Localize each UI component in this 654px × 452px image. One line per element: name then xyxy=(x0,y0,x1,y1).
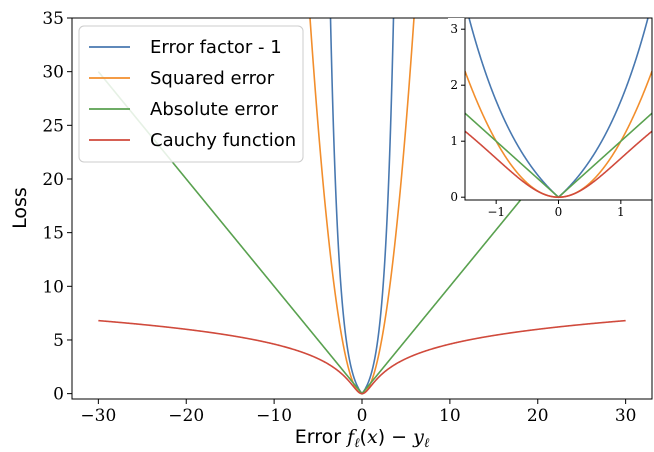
y-axis-label: Loss xyxy=(9,187,31,229)
inset-x-tick-label: 1 xyxy=(617,205,625,219)
main-cauchy-function-line xyxy=(98,319,626,395)
legend-label-absolute-error: Absolute error xyxy=(150,99,279,120)
main-x-tick-label: 20 xyxy=(527,406,549,426)
main-y-tick-label: 0 xyxy=(53,385,64,405)
inset-x-tick-label: −1 xyxy=(487,205,505,219)
main-y-tick-label: 20 xyxy=(42,170,64,190)
inset-x-tick-label: 0 xyxy=(555,205,563,219)
main-x-tick-label: −30 xyxy=(80,406,116,426)
main-y-tick-label: 5 xyxy=(53,331,64,351)
main-x-tick-label: 30 xyxy=(615,406,637,426)
inset-plot: −1 0 1 0 1 2 3 xyxy=(448,17,653,219)
main-y-tick-label: 10 xyxy=(42,277,64,297)
legend-label-squared-error: Squared error xyxy=(150,68,275,89)
inset-y-tick-label: 1 xyxy=(450,134,458,148)
inset-y-tick-label: 3 xyxy=(450,22,458,36)
main-y-tick-label: 35 xyxy=(42,9,64,29)
inset-background xyxy=(448,18,652,200)
main-x-tick-label: 0 xyxy=(357,406,368,426)
inset-y-tick-label: 0 xyxy=(450,190,458,204)
main-y-tick-label: 30 xyxy=(42,63,64,83)
main-y-tick-label: 15 xyxy=(42,224,64,244)
main-x-tick-label: 10 xyxy=(439,406,461,426)
inset-y-tick-label: 2 xyxy=(450,78,458,92)
legend: Error factor - 1 Squared error Absolute er… xyxy=(78,25,304,163)
inset-series-3-line xyxy=(465,130,652,198)
main-x-tick-label: −20 xyxy=(168,406,204,426)
legend-label-cauchy-function: Cauchy function xyxy=(150,130,296,151)
legend-label-error-factor-1: Error factor - 1 xyxy=(150,37,282,58)
x-axis-label: Error fℓ(x) − yℓ xyxy=(295,426,430,451)
main-x-tick-label: −10 xyxy=(256,406,292,426)
main-y-tick-label: 25 xyxy=(42,116,64,136)
legend-box xyxy=(78,25,304,163)
